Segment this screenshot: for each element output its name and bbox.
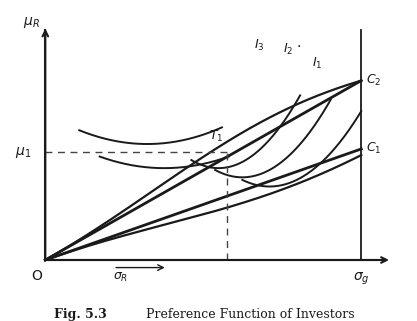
Text: $\sigma_g$: $\sigma_g$ — [353, 270, 369, 287]
Text: $\mu_1$: $\mu_1$ — [15, 144, 32, 160]
Text: Fig. 5.3: Fig. 5.3 — [54, 308, 107, 321]
Text: $T_1$: $T_1$ — [209, 129, 224, 144]
Text: $I_3$: $I_3$ — [254, 38, 265, 53]
Text: Preference Function of Investors: Preference Function of Investors — [146, 308, 354, 321]
Text: $\sigma_R$: $\sigma_R$ — [113, 271, 128, 284]
Text: O: O — [31, 269, 42, 283]
Text: $I_1$: $I_1$ — [312, 56, 322, 71]
Text: $C_1$: $C_1$ — [366, 141, 382, 157]
Text: $\cdot$: $\cdot$ — [296, 38, 301, 52]
Text: $I_2$: $I_2$ — [283, 42, 293, 57]
Text: $\mu_R$: $\mu_R$ — [23, 15, 40, 30]
Text: $C_2$: $C_2$ — [366, 73, 382, 88]
